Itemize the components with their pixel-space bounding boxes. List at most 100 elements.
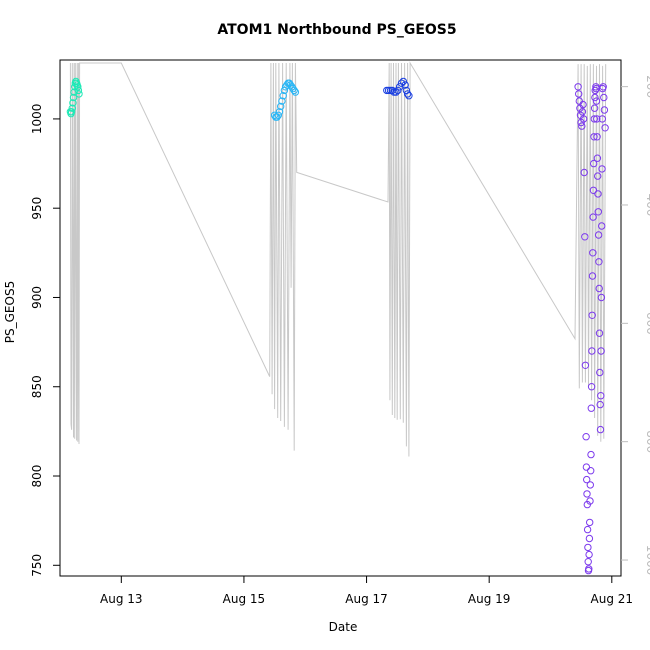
- y-tick-label: 950: [30, 197, 44, 220]
- scatter-point-series-4: [585, 565, 593, 573]
- y-tick-label: 1000: [30, 104, 44, 135]
- scatter-point-series-2: [270, 111, 279, 120]
- scatter-point-series-4: [585, 534, 594, 543]
- scatter-point-series-3: [405, 92, 413, 100]
- scatter-point-series-4: [586, 481, 594, 489]
- scatter-point-series-4: [592, 97, 601, 105]
- scatter-point-series-4: [594, 231, 603, 239]
- scatter-point-series-4: [590, 104, 599, 112]
- plot-frame: [59, 59, 622, 577]
- scatter-point-series-4: [596, 400, 604, 409]
- x-tick-label: Aug 17: [345, 592, 388, 606]
- y2-axis: 200 400 600 800 1000: [621, 75, 650, 575]
- scatter-point-series-4: [597, 293, 606, 302]
- scatter-point-series-4: [600, 106, 609, 114]
- scatter-point-series-4: [574, 83, 582, 91]
- scatter-point-series-1: [68, 104, 77, 112]
- scatter-point-series-4: [599, 83, 607, 91]
- scatter-point-series-2: [275, 108, 284, 116]
- scatter-point-series-4: [579, 100, 587, 109]
- scatter-point-series-4: [582, 463, 591, 471]
- scatter-point-series-4: [590, 115, 598, 123]
- scatter-point-series-4: [579, 115, 588, 123]
- scatter-point-series-4: [596, 425, 605, 434]
- y-axis-label: PS_GEOS5: [3, 281, 17, 343]
- scatter-point-series-4: [597, 347, 605, 355]
- y-tick-label: 900: [30, 286, 44, 309]
- scatter-point-series-3: [394, 86, 402, 95]
- scatter-point-series-2: [278, 97, 286, 105]
- scatter-point-series-4: [597, 392, 605, 400]
- scatter-point-series-4: [595, 284, 603, 293]
- scatter-point-series-4: [598, 222, 606, 230]
- scatter-point-series-4: [590, 133, 598, 141]
- background-trace-layer: [69, 61, 607, 457]
- scatter-point-series-4: [593, 115, 601, 123]
- scatter-point-series-2: [290, 86, 298, 95]
- scatter-point-series-1: [74, 86, 83, 95]
- scatter-point-series-3: [397, 79, 406, 87]
- scatter-point-series-4: [587, 450, 595, 459]
- scatter-point-series-4: [591, 93, 599, 102]
- scatter-point-series-4: [590, 159, 598, 168]
- scatter-point-series-4: [587, 467, 595, 475]
- y-tick-label: 800: [30, 465, 44, 488]
- scatter-point-series-4: [584, 558, 592, 566]
- scatter-point-series-4: [587, 404, 595, 412]
- scatter-point-series-4: [598, 165, 606, 173]
- scatter-points-layer: [66, 77, 609, 575]
- scatter-point-series-4: [600, 93, 608, 102]
- scatter-point-series-4: [584, 543, 592, 552]
- y-tick-label: 850: [30, 375, 44, 398]
- altitude-trace-line: [69, 61, 607, 457]
- x-tick-label: Aug 21: [591, 592, 634, 606]
- scatter-point-series-4: [578, 108, 587, 116]
- y2-tick-label: 600: [644, 312, 650, 335]
- scatter-point-series-2: [283, 81, 291, 89]
- y-tick-label: 750: [30, 554, 44, 577]
- scatter-point-series-4: [581, 233, 589, 241]
- scatter-point-series-4: [589, 186, 598, 195]
- scatter-point-series-4: [589, 249, 597, 257]
- scatter-point-series-4: [586, 497, 594, 505]
- y2-tick-label: 1000: [644, 545, 650, 576]
- scatter-point-series-4: [583, 525, 592, 534]
- scatter-point-series-2: [277, 102, 285, 111]
- scatter-point-series-4: [583, 475, 591, 484]
- scatter-point-series-2: [274, 111, 282, 120]
- x-axis: Aug 13 Aug 15 Aug 17 Aug 19 Aug 21: [100, 576, 633, 606]
- scatter-point-series-4: [591, 86, 599, 95]
- scatter-point-series-1: [74, 83, 82, 91]
- scatter-point-series-3: [392, 88, 400, 96]
- scatter-point-series-4: [594, 190, 602, 198]
- scatter-point-series-4: [588, 347, 596, 355]
- scatter-point-series-1: [67, 108, 76, 116]
- scatter-point-series-4: [588, 272, 597, 280]
- scatter-point-series-4: [588, 311, 596, 319]
- y-axis: 750 800 850 900 950 1000: [30, 104, 60, 577]
- scatter-point-series-4: [593, 154, 602, 162]
- scatter-point-series-4: [586, 518, 594, 527]
- scatter-point-series-1: [69, 99, 77, 107]
- y2-tick-label: 200: [644, 75, 650, 98]
- scatter-point-series-3: [390, 88, 398, 96]
- scatter-point-series-4: [598, 115, 606, 123]
- scatter-point-series-4: [585, 550, 593, 559]
- scatter-point-series-3: [403, 90, 412, 98]
- x-tick-label: Aug 19: [468, 592, 511, 606]
- scatter-point-series-4: [589, 213, 597, 221]
- scatter-point-series-4: [575, 90, 583, 98]
- scatter-point-series-4: [581, 361, 590, 369]
- scatter-point-series-2: [291, 88, 300, 96]
- scatter-point-series-4: [578, 122, 586, 130]
- scatter-point-series-2: [279, 92, 287, 100]
- scatter-point-series-4: [596, 368, 604, 377]
- scatter-point-series-4: [601, 124, 609, 132]
- scatter-point-series-3: [399, 77, 407, 86]
- scatter-point-series-4: [595, 258, 603, 266]
- x-tick-label: Aug 13: [100, 592, 143, 606]
- y2-tick-label: 400: [644, 194, 650, 217]
- scatter-point-series-4: [580, 168, 588, 177]
- scatter-point-series-4: [594, 208, 602, 216]
